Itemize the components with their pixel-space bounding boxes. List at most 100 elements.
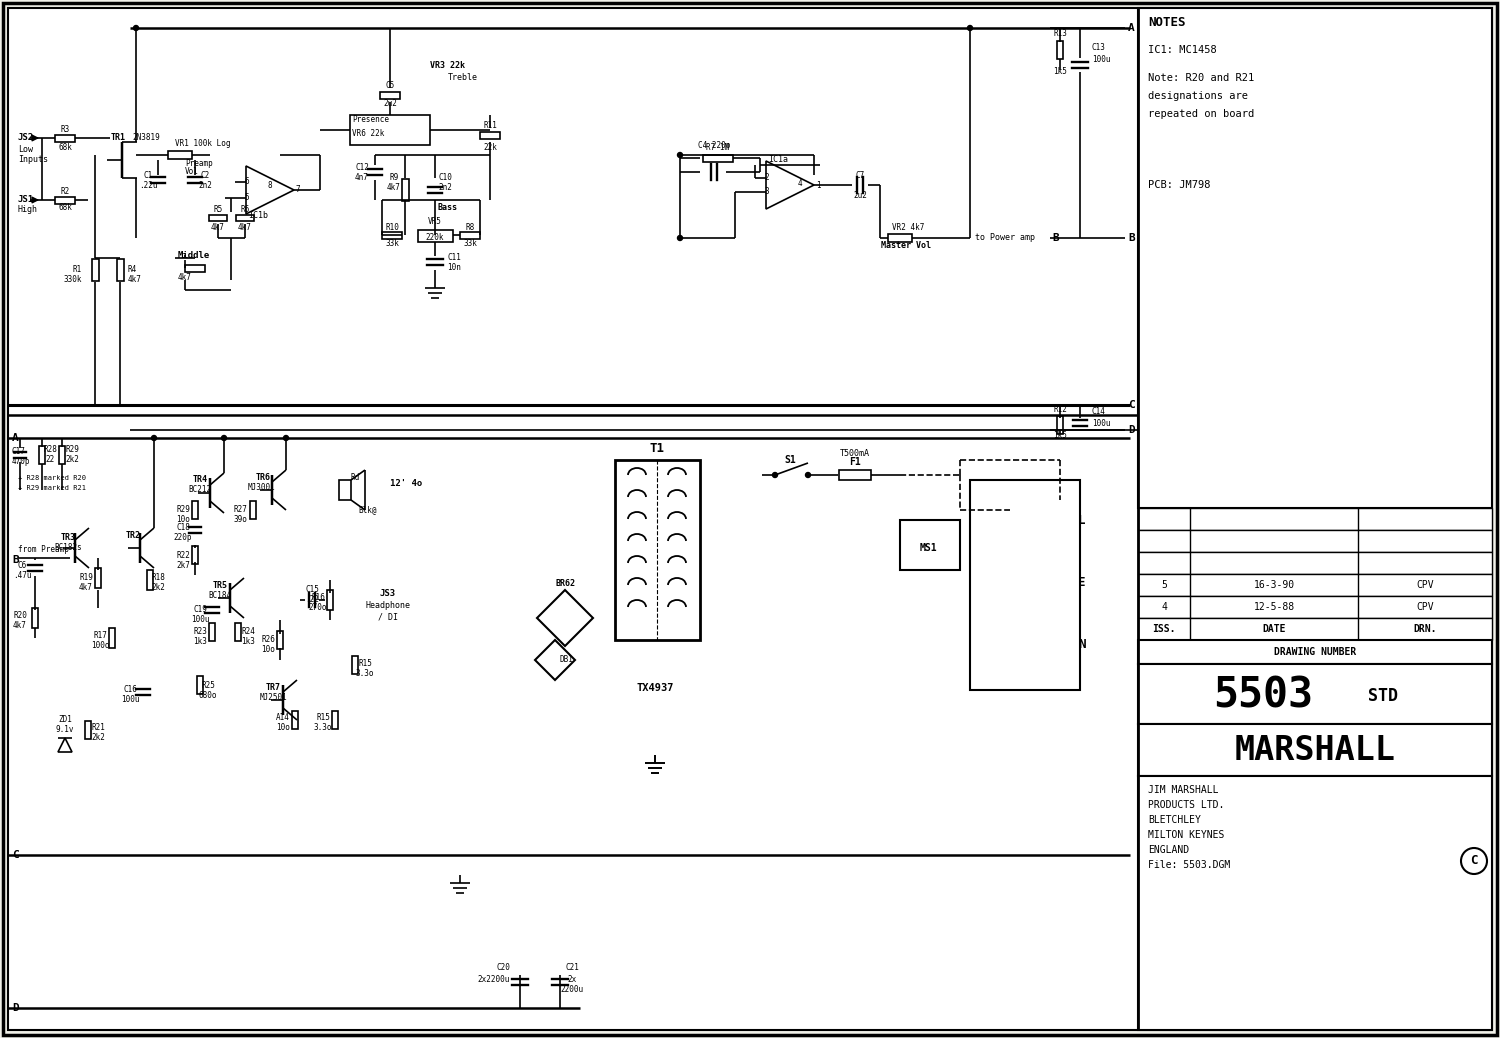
Text: + R29 marked R21: + R29 marked R21 [18, 485, 86, 491]
Bar [236, 215, 254, 221]
Text: 4k7: 4k7 [178, 273, 192, 282]
Bar [86, 721, 92, 739]
Bar [196, 676, 202, 694]
Text: ISS.: ISS. [1152, 624, 1176, 634]
Text: 5503: 5503 [1214, 675, 1312, 717]
Text: C10: C10 [438, 173, 452, 183]
Text: R23: R23 [194, 628, 207, 636]
Text: 12' 4o: 12' 4o [390, 479, 423, 488]
Text: 68k: 68k [58, 203, 72, 213]
Text: 2N3819: 2N3819 [132, 134, 159, 142]
Text: 2k2: 2k2 [92, 734, 105, 742]
Text: 2k2: 2k2 [152, 583, 165, 593]
Text: TR5: TR5 [213, 580, 228, 590]
Text: Low: Low [18, 145, 33, 155]
Text: MJ2501: MJ2501 [260, 693, 286, 703]
Text: 1: 1 [816, 181, 821, 190]
Bar [382, 233, 402, 239]
Circle shape [1007, 626, 1042, 662]
Text: R5: R5 [213, 206, 222, 215]
Text: 4k7: 4k7 [387, 184, 400, 192]
Circle shape [968, 26, 972, 30]
Text: .22u: .22u [138, 181, 158, 190]
Text: F1: F1 [849, 457, 861, 467]
Text: R27: R27 [232, 506, 248, 515]
Text: TX4937: TX4937 [636, 683, 674, 693]
Text: 4: 4 [798, 179, 802, 188]
Text: 22: 22 [45, 456, 54, 464]
Bar [56, 135, 75, 142]
Bar [900, 520, 960, 570]
Text: R4: R4 [128, 266, 138, 274]
Text: VR3 22k: VR3 22k [430, 60, 465, 70]
Text: T500mA: T500mA [840, 448, 870, 458]
Bar [380, 92, 400, 99]
Text: C21: C21 [566, 963, 579, 973]
Text: 39o: 39o [232, 516, 248, 524]
Text: 3.3o: 3.3o [356, 668, 375, 678]
Text: 100o: 100o [90, 641, 110, 651]
Text: 1k5: 1k5 [1053, 67, 1066, 77]
Text: TR3: TR3 [60, 534, 75, 543]
Text: B: B [12, 555, 18, 565]
Text: R2: R2 [60, 188, 69, 196]
Bar [209, 623, 214, 641]
Circle shape [806, 472, 810, 477]
Text: Vol: Vol [184, 167, 200, 176]
Text: 680o: 680o [198, 690, 217, 700]
Text: C14: C14 [1092, 408, 1106, 416]
Text: R13: R13 [1053, 29, 1066, 38]
Text: Bass: Bass [438, 203, 458, 213]
Text: C1: C1 [144, 170, 153, 180]
Text: 100u: 100u [120, 695, 140, 705]
Bar [292, 711, 298, 729]
Text: Headphone: Headphone [366, 601, 411, 609]
Circle shape [284, 436, 288, 440]
Text: 2k2: 2k2 [64, 456, 80, 464]
Text: 2x2200u: 2x2200u [477, 976, 510, 984]
Text: 2n2: 2n2 [438, 184, 452, 192]
Text: R16: R16 [310, 594, 326, 602]
Text: TR7: TR7 [266, 683, 280, 692]
Bar [1058, 416, 1064, 434]
Bar [327, 590, 333, 610]
Bar [970, 480, 1080, 690]
Text: B: B [1128, 233, 1134, 243]
Text: 3.3o: 3.3o [314, 723, 333, 733]
Text: 2n2: 2n2 [198, 181, 211, 190]
Text: C4 220p: C4 220p [698, 140, 730, 149]
Text: 4k7: 4k7 [80, 583, 93, 593]
Bar [704, 155, 734, 162]
Text: 1k3: 1k3 [194, 637, 207, 647]
Text: IC1b: IC1b [248, 211, 268, 219]
Circle shape [678, 236, 682, 241]
Text: 10n: 10n [447, 264, 460, 273]
Bar [350, 115, 430, 145]
Text: R12: R12 [1053, 406, 1066, 414]
Text: 7: 7 [296, 186, 300, 194]
Text: R1: R1 [72, 266, 82, 274]
Text: C2: C2 [201, 170, 210, 180]
Bar [460, 233, 480, 239]
Text: C12: C12 [356, 164, 369, 172]
Text: R28: R28 [44, 445, 57, 455]
Text: VR5: VR5 [427, 218, 442, 226]
Text: 10o: 10o [276, 723, 290, 733]
Bar [184, 265, 206, 272]
Text: C: C [12, 850, 18, 861]
Bar [888, 234, 912, 242]
Text: A14: A14 [276, 713, 290, 722]
Circle shape [1007, 564, 1042, 600]
Text: 2k7: 2k7 [176, 561, 190, 570]
Text: 3: 3 [765, 188, 770, 196]
Text: TR6: TR6 [255, 473, 270, 483]
Text: A: A [1128, 23, 1134, 33]
Text: .22: .22 [304, 596, 320, 604]
Text: 5: 5 [1161, 580, 1167, 590]
Text: repeated on board: repeated on board [1148, 109, 1254, 119]
Bar [192, 501, 198, 519]
Text: R7 1M: R7 1M [706, 143, 729, 153]
Bar [58, 446, 64, 464]
Text: 4k7: 4k7 [238, 223, 252, 233]
Bar [56, 197, 75, 204]
